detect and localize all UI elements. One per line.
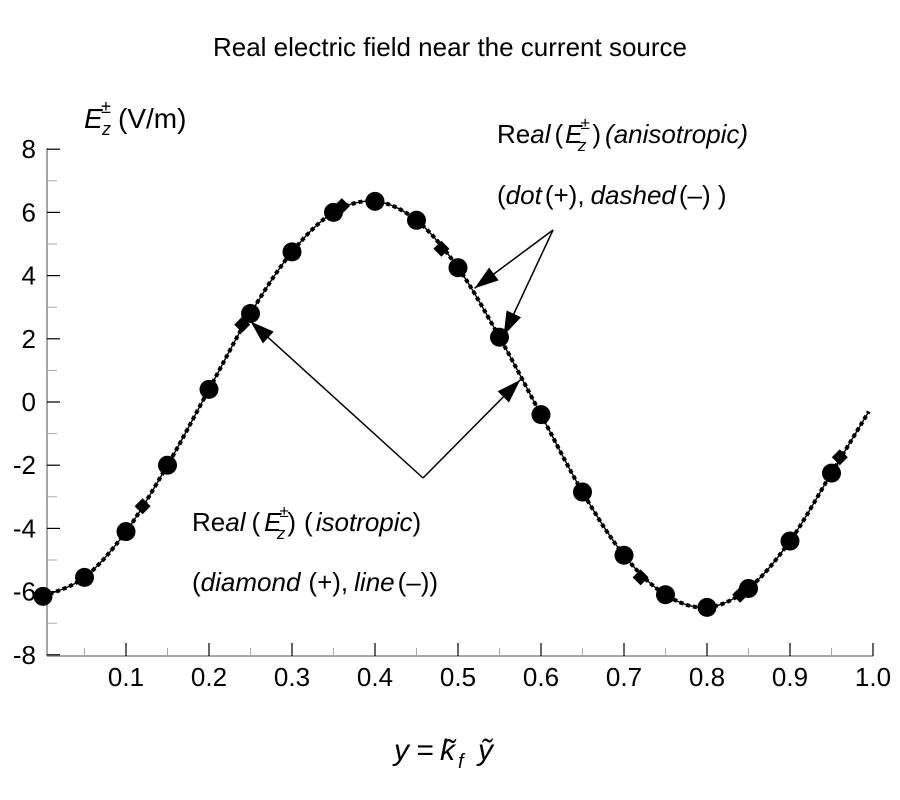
dot-marker xyxy=(656,585,675,605)
x-tick-label: 0.4 xyxy=(357,662,393,692)
x-label-f: f xyxy=(458,751,466,773)
dot-marker xyxy=(75,567,94,587)
arrowhead-icon xyxy=(497,379,521,403)
x-label-ytilde: ỹ xyxy=(476,734,495,767)
isotropic-arrow xyxy=(249,320,424,479)
dot-marker xyxy=(158,455,177,475)
dot-marker xyxy=(116,522,136,542)
x-tick-label: 0.6 xyxy=(523,662,559,692)
arrowhead-icon xyxy=(250,321,274,344)
x-tick-label: 0.9 xyxy=(772,662,808,692)
y-label-unit: (V/m) xyxy=(118,103,186,134)
dot-marker xyxy=(282,242,302,262)
dot-marker xyxy=(241,304,260,324)
axes: 8 6 4 2 0 -2 -4 -6 -8 0.1 0.2 0.3 0.4 0.5 0.6 0.7 0.8 0.9… xyxy=(13,134,891,692)
diamond-marker xyxy=(333,198,350,215)
annotation-anisotropic: Real (E± z) (anisotropic) (dot (+), dashed (–)… xyxy=(497,114,748,210)
dot-marker xyxy=(573,482,592,502)
x-label-k: k̃ xyxy=(440,734,457,767)
x-label-y: y xyxy=(392,734,411,767)
dot-marker xyxy=(614,545,634,565)
dot-marker xyxy=(407,210,426,230)
markers xyxy=(33,191,848,617)
arrowhead-icon xyxy=(474,267,499,289)
dot-marker xyxy=(780,531,800,551)
y-tick-label: 0 xyxy=(22,387,36,417)
x-tick-label: 0.2 xyxy=(191,662,227,692)
diamond-marker xyxy=(632,569,649,586)
x-tick-label: 1.0 xyxy=(855,662,891,692)
x-tick-label: 0.8 xyxy=(689,662,725,692)
diamond-marker xyxy=(35,589,51,606)
diamond-marker xyxy=(831,449,848,466)
diamond-marker xyxy=(433,240,450,257)
y-tick-label: -2 xyxy=(13,450,36,480)
y-tick-label: 4 xyxy=(22,261,36,291)
dot-marker xyxy=(365,191,385,211)
y-label-symbol: E xyxy=(84,103,103,134)
y-tick-label: -8 xyxy=(13,640,36,670)
annotation-arrows xyxy=(249,229,554,479)
x-tick-label: 0.1 xyxy=(108,662,144,692)
anno-aniso-line1: Real (E± z) (anisotropic) xyxy=(497,114,748,155)
diamond-marker xyxy=(134,498,151,515)
x-tick-label: 0.7 xyxy=(606,662,642,692)
dot-marker xyxy=(199,379,219,399)
anno-aniso-line2: (dot (+), dashed (–) ) xyxy=(497,180,727,210)
dot-marker xyxy=(448,258,468,278)
y-tick-label: 2 xyxy=(22,324,36,354)
y-tick-label: -4 xyxy=(13,513,36,543)
chart-title: Real electric field near the current sou… xyxy=(213,32,687,62)
x-label-eq: = xyxy=(416,734,434,767)
y-tick-label: -6 xyxy=(13,577,36,607)
x-tick-label: 0.5 xyxy=(440,662,476,692)
diamond-marker xyxy=(533,406,549,423)
y-axis-label: E ± z (V/m) xyxy=(84,97,186,139)
annotation-isotropic: Real(E± z)(isotropic) (diamond (+), line (–)… xyxy=(192,502,438,597)
x-tick-label: 0.3 xyxy=(274,662,310,692)
diamond-marker xyxy=(234,316,251,333)
anno-iso-line2: (diamond (+), line (–)) xyxy=(192,567,438,597)
y-tick-label: 6 xyxy=(22,197,36,227)
anno-iso-line1: Real(E± z)(isotropic) xyxy=(192,502,421,543)
dot-marker xyxy=(697,597,717,617)
y-tick-label: 8 xyxy=(22,134,36,164)
y-label-sub: z xyxy=(101,119,111,139)
arrowhead-icon xyxy=(503,310,522,336)
x-axis-label: y = k̃ f ỹ xyxy=(392,734,495,773)
y-label-sup: ± xyxy=(101,97,111,117)
diamond-marker xyxy=(732,586,749,603)
dot-marker xyxy=(822,463,841,483)
